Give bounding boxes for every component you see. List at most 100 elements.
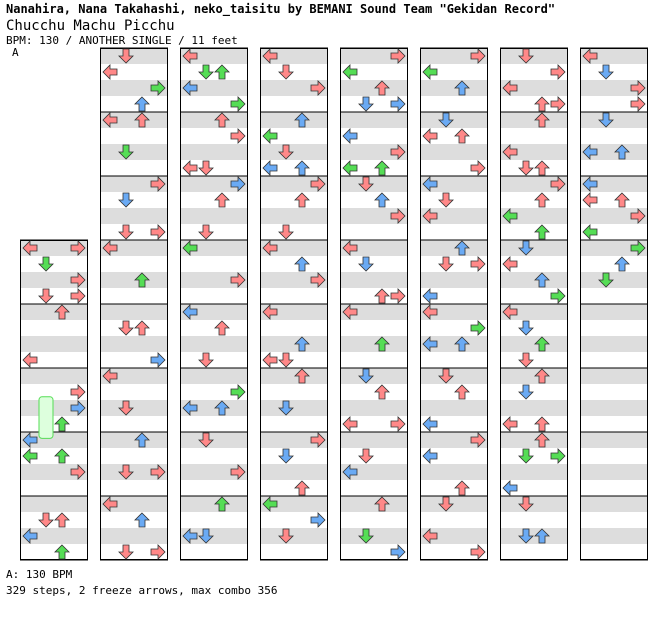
beat-stripe bbox=[340, 528, 408, 544]
beat-stripe bbox=[180, 208, 248, 224]
arrow-left-icon bbox=[182, 48, 198, 64]
arrow-left-icon bbox=[182, 528, 198, 544]
arrow-down-icon bbox=[38, 256, 54, 272]
arrow-left-icon bbox=[342, 464, 358, 480]
beat-stripe bbox=[100, 400, 168, 416]
beat-stripe bbox=[260, 176, 328, 192]
chart-meta-line: BPM: 130 / ANOTHER SINGLE / 11 feet bbox=[6, 34, 238, 47]
beat-stripe bbox=[340, 208, 408, 224]
beat-stripe bbox=[100, 496, 168, 512]
beat-stripe bbox=[500, 368, 568, 384]
arrow-up-icon bbox=[214, 400, 230, 416]
arrow-down-icon bbox=[278, 64, 294, 80]
beat-stripe bbox=[420, 496, 488, 512]
arrow-left-icon bbox=[502, 144, 518, 160]
arrow-right-icon bbox=[470, 48, 486, 64]
arrow-down-icon bbox=[518, 320, 534, 336]
beat-stripe bbox=[260, 336, 328, 352]
arrow-up-icon bbox=[374, 384, 390, 400]
arrow-down-icon bbox=[38, 288, 54, 304]
beat-stripe bbox=[340, 80, 408, 96]
arrow-right-icon bbox=[630, 240, 646, 256]
arrow-right-icon bbox=[230, 128, 246, 144]
arrow-up-icon bbox=[134, 96, 150, 112]
arrow-down-icon bbox=[518, 240, 534, 256]
arrow-right-icon bbox=[310, 432, 326, 448]
arrow-left-icon bbox=[422, 528, 438, 544]
arrow-left-icon bbox=[422, 64, 438, 80]
arrow-up-icon bbox=[294, 256, 310, 272]
arrow-left-icon bbox=[182, 240, 198, 256]
beat-stripe bbox=[580, 336, 648, 352]
arrow-up-icon bbox=[134, 512, 150, 528]
arrow-down-icon bbox=[198, 64, 214, 80]
arrow-down-icon bbox=[198, 432, 214, 448]
arrow-right-icon bbox=[390, 144, 406, 160]
arrow-right-icon bbox=[390, 96, 406, 112]
beat-stripe bbox=[420, 464, 488, 480]
beat-stripe bbox=[260, 432, 328, 448]
beat-stripe bbox=[260, 80, 328, 96]
arrow-right-icon bbox=[230, 464, 246, 480]
beat-stripe bbox=[580, 48, 648, 64]
beat-stripe bbox=[20, 272, 88, 288]
column-3-border bbox=[180, 48, 248, 560]
arrow-left-icon bbox=[262, 128, 278, 144]
beat-stripe bbox=[260, 304, 328, 320]
arrow-down-icon bbox=[518, 48, 534, 64]
beat-stripe bbox=[420, 208, 488, 224]
arrow-right-icon bbox=[150, 80, 166, 96]
beat-stripe bbox=[100, 272, 168, 288]
beat-stripe bbox=[500, 336, 568, 352]
song-title: Chucchu Machu Picchu bbox=[6, 18, 175, 34]
beat-stripe bbox=[100, 368, 168, 384]
arrow-left-icon bbox=[582, 48, 598, 64]
arrow-left-icon bbox=[102, 368, 118, 384]
arrow-right-icon bbox=[390, 416, 406, 432]
arrow-right-icon bbox=[470, 160, 486, 176]
arrow-left-icon bbox=[262, 352, 278, 368]
arrow-left-icon bbox=[502, 304, 518, 320]
arrow-down-icon bbox=[278, 400, 294, 416]
arrow-up-icon bbox=[294, 112, 310, 128]
arrow-down-icon bbox=[198, 528, 214, 544]
beat-stripe bbox=[500, 528, 568, 544]
beat-stripe bbox=[20, 336, 88, 352]
beat-stripe bbox=[500, 48, 568, 64]
arrow-up-icon bbox=[134, 320, 150, 336]
arrow-left-icon bbox=[182, 304, 198, 320]
arrow-left-icon bbox=[342, 240, 358, 256]
arrow-down-icon bbox=[598, 272, 614, 288]
beat-stripe bbox=[100, 464, 168, 480]
arrow-left-icon bbox=[582, 176, 598, 192]
arrow-down-icon bbox=[118, 544, 134, 560]
arrow-down-icon bbox=[518, 160, 534, 176]
arrow-up-icon bbox=[614, 256, 630, 272]
arrow-up-icon bbox=[614, 144, 630, 160]
arrow-left-icon bbox=[422, 128, 438, 144]
beat-stripe bbox=[420, 368, 488, 384]
beat-stripe bbox=[580, 144, 648, 160]
beat-stripe bbox=[420, 432, 488, 448]
arrow-left-icon bbox=[262, 48, 278, 64]
arrow-left-icon bbox=[502, 416, 518, 432]
bpm-legend: A: 130 BPM bbox=[6, 568, 73, 581]
beat-stripe bbox=[340, 464, 408, 480]
arrow-down-icon bbox=[358, 368, 374, 384]
arrow-right-icon bbox=[470, 320, 486, 336]
arrow-down-icon bbox=[278, 224, 294, 240]
beat-stripe bbox=[580, 368, 648, 384]
arrow-up-icon bbox=[534, 160, 550, 176]
beat-stripe bbox=[420, 304, 488, 320]
beat-stripe bbox=[100, 112, 168, 128]
arrow-up-icon bbox=[54, 512, 70, 528]
arrow-down-icon bbox=[278, 144, 294, 160]
arrow-left-icon bbox=[502, 480, 518, 496]
beat-stripe bbox=[260, 48, 328, 64]
arrow-up-icon bbox=[454, 128, 470, 144]
arrow-down-icon bbox=[358, 448, 374, 464]
column-4-border bbox=[260, 48, 328, 560]
beat-stripe bbox=[500, 80, 568, 96]
arrow-up-icon bbox=[294, 336, 310, 352]
beat-stripe bbox=[580, 80, 648, 96]
